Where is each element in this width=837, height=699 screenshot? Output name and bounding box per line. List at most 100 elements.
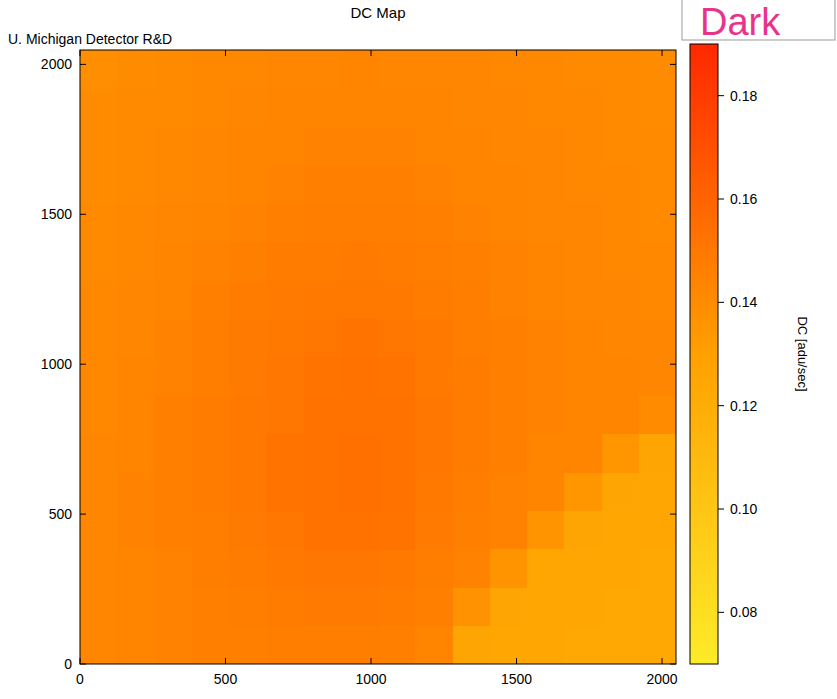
heatmap-cell	[341, 395, 379, 434]
heatmap-cell	[304, 204, 342, 243]
heatmap-cell	[415, 587, 453, 626]
colorbar-tick-label: 0.08	[730, 604, 757, 620]
heatmap-cell	[192, 587, 230, 626]
heatmap-cell	[304, 549, 342, 588]
heatmap-cell	[341, 434, 379, 473]
x-tick	[371, 50, 372, 56]
heatmap-cell	[490, 165, 528, 204]
heatmap-cell	[304, 395, 342, 434]
heatmap-cell	[266, 395, 304, 434]
y-tick	[80, 214, 86, 215]
heatmap-cell	[266, 88, 304, 127]
y-tick	[670, 64, 676, 65]
heatmap-cell	[80, 587, 118, 626]
heatmap-cell	[602, 472, 640, 511]
heatmap-cell	[378, 165, 416, 204]
heatmap-cell	[639, 626, 676, 664]
heatmap-cell	[304, 165, 342, 204]
colorbar-tick	[718, 612, 724, 613]
heatmap-cell	[229, 242, 267, 281]
heatmap-cell	[378, 88, 416, 127]
heatmap-cell	[564, 434, 602, 473]
heatmap-cell	[229, 549, 267, 588]
y-tick	[80, 514, 86, 515]
heatmap-cell	[155, 127, 193, 166]
heatmap-cell	[490, 319, 528, 358]
colorbar-tick	[718, 405, 724, 406]
heatmap-cell	[415, 434, 453, 473]
heatmap-cell	[453, 127, 491, 166]
heatmap-cell	[117, 88, 155, 127]
heatmap-cell	[378, 280, 416, 319]
heatmap-cell	[155, 165, 193, 204]
heatmap-cell	[453, 472, 491, 511]
heatmap-cell	[229, 280, 267, 319]
heatmap-cell	[490, 50, 528, 89]
heatmap-cell	[453, 434, 491, 473]
heatmap-cell	[602, 319, 640, 358]
heatmap-cell	[639, 88, 676, 127]
heatmap-cell	[341, 319, 379, 358]
colorbar-tick	[718, 95, 724, 96]
heatmap-cell	[639, 549, 676, 588]
heatmap-cell	[117, 434, 155, 473]
heatmap-cell	[527, 626, 565, 664]
heatmap-cell	[304, 357, 342, 396]
heatmap-cell	[490, 472, 528, 511]
heatmap-cell	[415, 472, 453, 511]
heatmap-cell	[80, 549, 118, 588]
heatmap-cell	[602, 204, 640, 243]
y-tick	[670, 514, 676, 515]
heatmap-cell	[80, 127, 118, 166]
heatmap-cell	[155, 357, 193, 396]
heatmap-cell	[378, 357, 416, 396]
heatmap-cell	[490, 88, 528, 127]
heatmap-cell	[117, 165, 155, 204]
heatmap-cell	[527, 395, 565, 434]
heatmap-cell	[304, 587, 342, 626]
heatmap-cell	[602, 50, 640, 89]
heatmap-cell	[304, 127, 342, 166]
heatmap-cell	[453, 165, 491, 204]
heatmap-cell	[490, 357, 528, 396]
heatmap-cell	[341, 127, 379, 166]
heatmap-cell	[378, 549, 416, 588]
heatmap-cell	[80, 88, 118, 127]
heatmap-cell	[229, 626, 267, 664]
heatmap-cell	[453, 280, 491, 319]
title: DC Map	[350, 4, 405, 21]
heatmap-cell	[155, 280, 193, 319]
heatmap-cell	[527, 50, 565, 89]
heatmap-cell	[415, 242, 453, 281]
heatmap-cell	[341, 549, 379, 588]
heatmap-cell	[155, 88, 193, 127]
heatmap-cell	[229, 204, 267, 243]
heatmap-cell	[229, 511, 267, 550]
heatmap-cell	[117, 587, 155, 626]
heatmap-cell	[527, 587, 565, 626]
heatmap-cell	[304, 434, 342, 473]
x-tick-label: 2000	[646, 671, 677, 687]
heatmap-cell	[415, 395, 453, 434]
plot-frame	[80, 50, 676, 664]
heatmap-cell	[527, 165, 565, 204]
heatmap-cell	[639, 472, 676, 511]
heatmap-cell	[527, 319, 565, 358]
heatmap-cell	[80, 626, 118, 664]
heatmap-cell	[564, 472, 602, 511]
heatmap-cell	[229, 472, 267, 511]
heatmap-cell	[639, 242, 676, 281]
heatmap-cell	[602, 587, 640, 626]
x-tick-label: 500	[214, 671, 238, 687]
heatmap-cell	[192, 395, 230, 434]
colorbar-tick-label: 0.10	[730, 501, 757, 517]
heatmap-cell	[527, 127, 565, 166]
heatmap-cell	[266, 50, 304, 89]
heatmap-cell	[490, 204, 528, 243]
heatmap-cell	[564, 319, 602, 358]
heatmap-cell	[490, 434, 528, 473]
heatmap-cell	[415, 165, 453, 204]
heatmap-cell	[155, 319, 193, 358]
heatmap-cell	[415, 319, 453, 358]
heatmap-cell	[266, 472, 304, 511]
